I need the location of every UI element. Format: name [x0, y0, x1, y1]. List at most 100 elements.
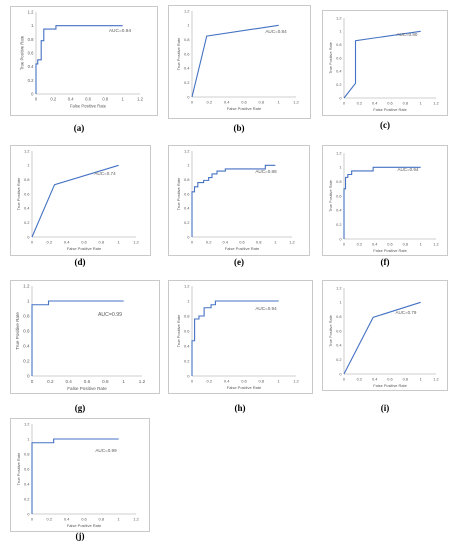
- x-tick-label: 1: [420, 100, 422, 105]
- y-tick-label: 0.2: [336, 357, 341, 362]
- y-tick-label: 0.6: [336, 55, 341, 60]
- roc-panel: 0 0.2 0.4 0.6 0.8 1 1.2 0 0.2 0.4 0.6 0.8 1 1.2 False …: [322, 280, 448, 391]
- x-tick-label: 0: [191, 240, 194, 245]
- y-axis-title: True Positive Rate: [176, 177, 181, 211]
- y-tick-label: 0: [31, 91, 34, 96]
- y-axis-title: True Positive Rate: [16, 452, 21, 486]
- x-tick-label: 0.6: [387, 376, 392, 381]
- y-tick-label: 1: [187, 163, 190, 168]
- x-axis-title: False Positive Rate: [67, 386, 107, 391]
- x-tick-label: 1: [118, 517, 121, 522]
- panel-label: (e): [234, 257, 244, 267]
- x-tick-label: 1: [420, 241, 422, 246]
- y-tick-label: 0.8: [336, 314, 341, 319]
- y-tick-label: 0.8: [23, 314, 30, 319]
- x-tick-label: 1.2: [137, 97, 143, 102]
- chart-frame: [322, 280, 448, 391]
- roc-chart: 0 0.2 0.4 0.6 0.8 1 1.2 0 0.2 0.4 0.6 0.8 1 1.2 False …: [328, 15, 439, 112]
- x-tick-label: 0.8: [99, 517, 105, 522]
- x-tick-label: 0: [343, 376, 346, 381]
- y-tick-label: 0: [339, 236, 342, 241]
- y-tick-label: 1.2: [336, 15, 341, 20]
- x-tick-label: 0.2: [50, 97, 56, 102]
- y-tick-label: 0.4: [28, 64, 34, 69]
- y-axis-title: True Positive Rate: [176, 314, 181, 348]
- auc-annotation: AUC=0.99: [98, 312, 122, 318]
- x-tick-label: 1: [278, 379, 281, 384]
- y-tick-label: 0.8: [24, 451, 30, 456]
- x-axis-title: False Positive Rate: [373, 383, 407, 388]
- y-tick-label: 1: [27, 163, 30, 168]
- x-tick-label: 0.4: [64, 240, 70, 245]
- y-axis-title: True Positive Rate: [328, 180, 333, 212]
- x-tick-label: 0.8: [259, 379, 265, 384]
- y-tick-label: 0.4: [184, 343, 190, 348]
- y-tick-label: 0.6: [24, 466, 30, 471]
- panel-label: (c): [380, 120, 390, 130]
- y-tick-label: 1.2: [336, 285, 341, 290]
- x-tick-label: 0.8: [403, 376, 408, 381]
- y-tick-label: 0.8: [184, 177, 190, 182]
- x-tick-label: 0.6: [241, 379, 247, 384]
- y-tick-label: 0.4: [184, 206, 190, 211]
- y-tick-label: 0.6: [184, 191, 190, 196]
- x-tick-label: 0: [191, 379, 194, 384]
- panel-label: (h): [234, 403, 246, 413]
- x-axis-title: False Positive Rate: [373, 248, 407, 253]
- y-tick-label: 0.4: [184, 66, 190, 71]
- x-axis-title: False Positive Rate: [70, 103, 107, 108]
- y-tick-label: 0.6: [28, 50, 34, 55]
- x-tick-label: 1: [118, 240, 121, 245]
- y-tick-label: 0: [187, 94, 190, 99]
- x-tick-label: 0.4: [372, 376, 378, 381]
- y-tick-label: 0.2: [184, 358, 190, 363]
- y-tick-label: 1: [187, 23, 190, 28]
- y-tick-label: 1: [339, 300, 341, 305]
- x-tick-label: 0.6: [81, 517, 87, 522]
- roc-chart: 0 0.2 0.4 0.6 0.8 1 1.2 0 0.2 0.4 0.6 0.8 1 1.2 False …: [328, 150, 439, 253]
- x-tick-label: 0: [191, 100, 194, 105]
- y-tick-label: 1.2: [184, 283, 190, 288]
- x-tick-label: 1.2: [293, 379, 299, 384]
- x-tick-label: 1.2: [139, 379, 146, 384]
- chart-frame: [10, 6, 158, 116]
- x-axis-title: False Positive Rate: [227, 385, 262, 390]
- y-tick-label: 1.2: [336, 150, 341, 155]
- chart-frame: [10, 280, 160, 394]
- panel-label: (i): [380, 403, 390, 413]
- y-tick-label: 0.6: [336, 328, 341, 333]
- x-tick-label: 0.8: [102, 97, 108, 102]
- x-tick-label: 0.4: [372, 241, 378, 246]
- panel-label: (b): [233, 123, 245, 133]
- y-tick-label: 0.2: [23, 359, 30, 364]
- roc-panel: 0 0.2 0.4 0.6 0.8 1 1.2 0 0.2 0.4 0.6 0.8 1 1.2 False …: [322, 10, 448, 116]
- x-tick-label: 0.8: [102, 379, 109, 384]
- y-tick-label: 1.2: [184, 148, 190, 153]
- panel-label: (g): [74, 403, 86, 413]
- y-axis-title: True Positive Rate: [328, 42, 333, 74]
- x-axis-title: False Positive Rate: [373, 107, 407, 112]
- roc-curve: [31, 438, 119, 514]
- x-tick-label: 1: [420, 376, 422, 381]
- y-tick-label: 0.2: [336, 82, 341, 87]
- x-tick-label: 1.2: [133, 517, 139, 522]
- y-tick-label: 0.2: [28, 78, 34, 83]
- x-tick-label: 0.2: [47, 517, 53, 522]
- panel-label: (j): [75, 531, 85, 541]
- auc-annotation: AUC=0.80: [397, 32, 418, 37]
- roc-curve: [31, 300, 124, 376]
- x-axis-title: False Positive Rate: [225, 246, 260, 251]
- y-tick-label: 1: [339, 29, 341, 34]
- auc-annotation: AUC=0.79: [396, 310, 417, 315]
- x-tick-label: 0.2: [47, 379, 54, 384]
- y-tick-label: 0.8: [336, 179, 341, 184]
- y-tick-label: 1: [27, 436, 30, 441]
- x-tick-label: 0.8: [99, 240, 105, 245]
- x-tick-label: 0.6: [81, 240, 87, 245]
- y-tick-label: 0: [27, 234, 30, 239]
- chart-frame: [10, 145, 151, 256]
- auc-annotation: AUC=0.94: [255, 306, 277, 311]
- x-axis-title: False Positive Rate: [67, 523, 102, 528]
- auc-annotation: AUC=0.84: [265, 29, 287, 34]
- x-tick-label: 1: [122, 379, 125, 384]
